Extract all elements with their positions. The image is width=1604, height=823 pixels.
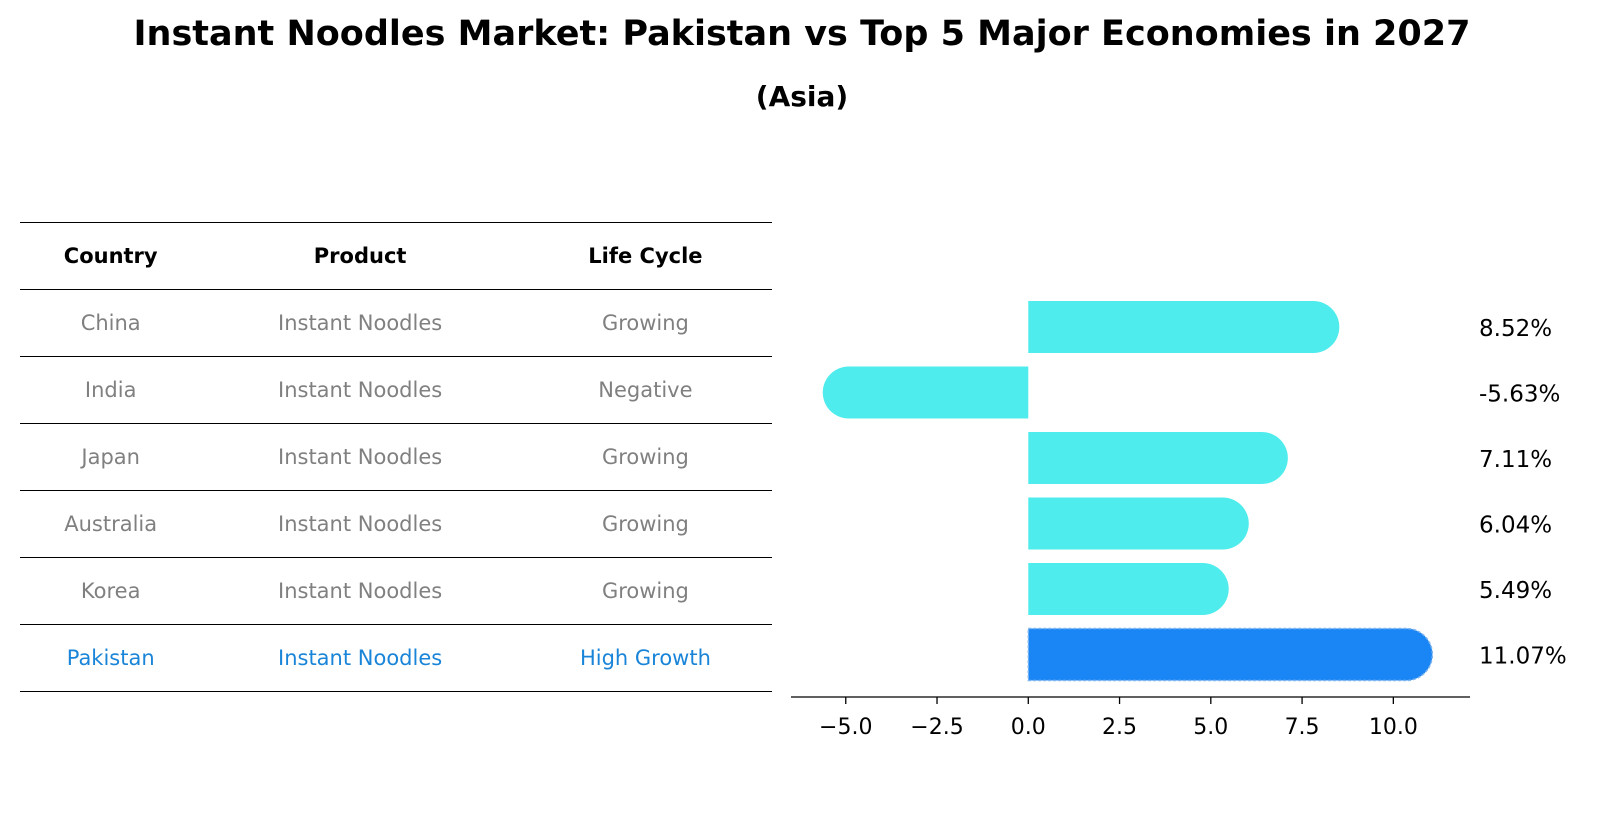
chart-subtitle: (Asia) xyxy=(755,80,849,113)
table-header-row: Country Product Life Cycle xyxy=(20,222,772,290)
data-label-pakistan: 11.07% xyxy=(1479,644,1567,670)
data-label-china: 8.52% xyxy=(1479,316,1552,342)
chart-title: Instant Noodles Market: Pakistan vs Top … xyxy=(133,14,1471,54)
table-row-highlight: Pakistan Instant Noodles High Growth xyxy=(20,625,772,692)
bar-japan xyxy=(1028,432,1288,484)
bar-india xyxy=(822,366,1029,419)
cell-life-cycle: Growing xyxy=(601,579,689,603)
x-tick-label: 7.5 xyxy=(1285,715,1320,740)
bar-australia xyxy=(1028,497,1249,550)
table-row: Australia Instant Noodles Growing xyxy=(20,491,772,558)
cell-country: Pakistan xyxy=(66,646,155,670)
cell-life-cycle: Negative xyxy=(598,378,693,402)
cell-product: Instant Noodles xyxy=(278,646,443,670)
comparison-table: Country Product Life Cycle China Instant… xyxy=(20,222,772,692)
bar-korea xyxy=(1028,563,1229,615)
data-label-japan: 7.11% xyxy=(1479,447,1552,473)
header-country: Country xyxy=(63,244,158,268)
cell-product: Instant Noodles xyxy=(278,445,443,469)
cell-life-cycle: High Growth xyxy=(579,646,711,670)
bar-pakistan xyxy=(1027,627,1434,682)
cell-life-cycle: Growing xyxy=(601,512,689,536)
cell-product: Instant Noodles xyxy=(278,512,443,536)
table-row: India Instant Noodles Negative xyxy=(20,357,772,424)
cell-country: China xyxy=(80,311,141,335)
x-tick-label: 2.5 xyxy=(1102,715,1137,740)
table-row: Korea Instant Noodles Growing xyxy=(20,558,772,625)
cell-life-cycle: Growing xyxy=(601,311,689,335)
cell-country: Korea xyxy=(80,579,141,603)
cell-life-cycle: Growing xyxy=(601,445,689,469)
data-label-india: -5.63% xyxy=(1479,382,1560,408)
x-tick-label: 0.0 xyxy=(1011,715,1046,740)
comparison-table-container: Country Product Life Cycle China Instant… xyxy=(20,222,772,692)
header-life-cycle: Life Cycle xyxy=(588,244,703,268)
x-tick-label: 5.0 xyxy=(1193,715,1228,740)
cell-country: India xyxy=(84,378,137,402)
data-label-korea: 5.49% xyxy=(1479,578,1552,604)
cell-product: Instant Noodles xyxy=(278,378,443,402)
table-row: China Instant Noodles Growing xyxy=(20,290,772,357)
cell-product: Instant Noodles xyxy=(278,579,443,603)
x-tick-label: 10.0 xyxy=(1369,715,1418,740)
bar-china xyxy=(1028,301,1340,353)
cell-product: Instant Noodles xyxy=(278,311,443,335)
header-product: Product xyxy=(313,244,407,268)
x-tick-label: −2.5 xyxy=(910,715,963,740)
cell-country: Australia xyxy=(64,512,158,536)
cell-country: Japan xyxy=(81,445,140,469)
data-label-australia: 6.04% xyxy=(1479,513,1552,539)
table-row: Japan Instant Noodles Growing xyxy=(20,424,772,491)
x-tick-label: −5.0 xyxy=(819,715,872,740)
